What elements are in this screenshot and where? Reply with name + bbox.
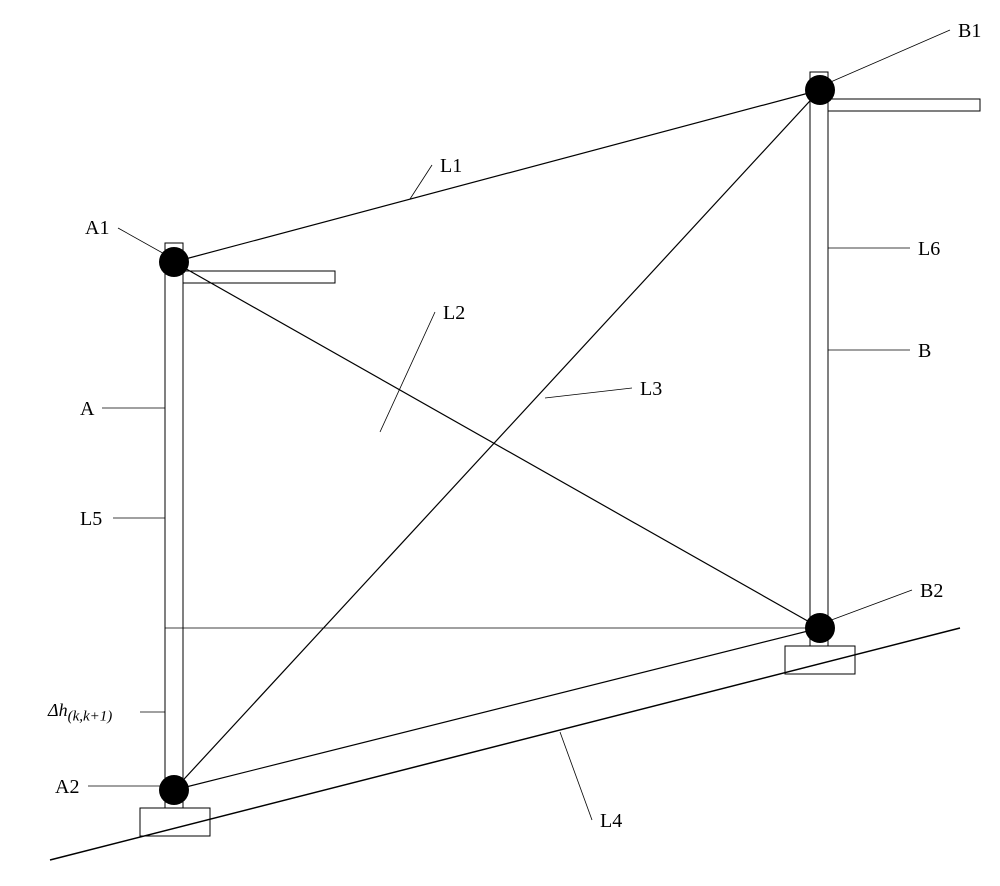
leader-l2 [380,312,435,432]
label-l1: L1 [440,155,462,178]
label-b2: B2 [920,580,943,603]
node-a1 [159,247,189,277]
pillar-b [810,72,828,646]
label-a: A [80,398,94,421]
label-l4: L4 [600,810,622,833]
diagram-canvas [0,0,1000,886]
ground-line [50,628,960,860]
label-l6: L6 [918,238,940,261]
pillar-a [165,243,183,808]
leader-b1 [826,30,950,84]
label-l5: L5 [80,508,102,531]
label-b1: B1 [958,20,981,43]
label-l3: L3 [640,378,662,401]
node-a2 [159,775,189,805]
label-delta: Δh(k,k+1) [48,700,112,726]
label-l2: L2 [443,302,465,325]
line-l1 [174,90,820,262]
label-a1: A1 [85,217,109,240]
line-l3 [174,90,820,790]
node-b1 [805,75,835,105]
leader-l3 [545,388,632,398]
label-a2: A2 [55,776,79,799]
ledge-b [828,99,980,111]
line-l4 [174,628,820,790]
line-l2 [174,262,820,628]
leader-l4 [560,732,592,820]
leader-a1 [118,228,168,256]
node-b2 [805,613,835,643]
leader-b2 [826,590,912,622]
ledge-a [183,271,335,283]
label-b: B [918,340,931,363]
